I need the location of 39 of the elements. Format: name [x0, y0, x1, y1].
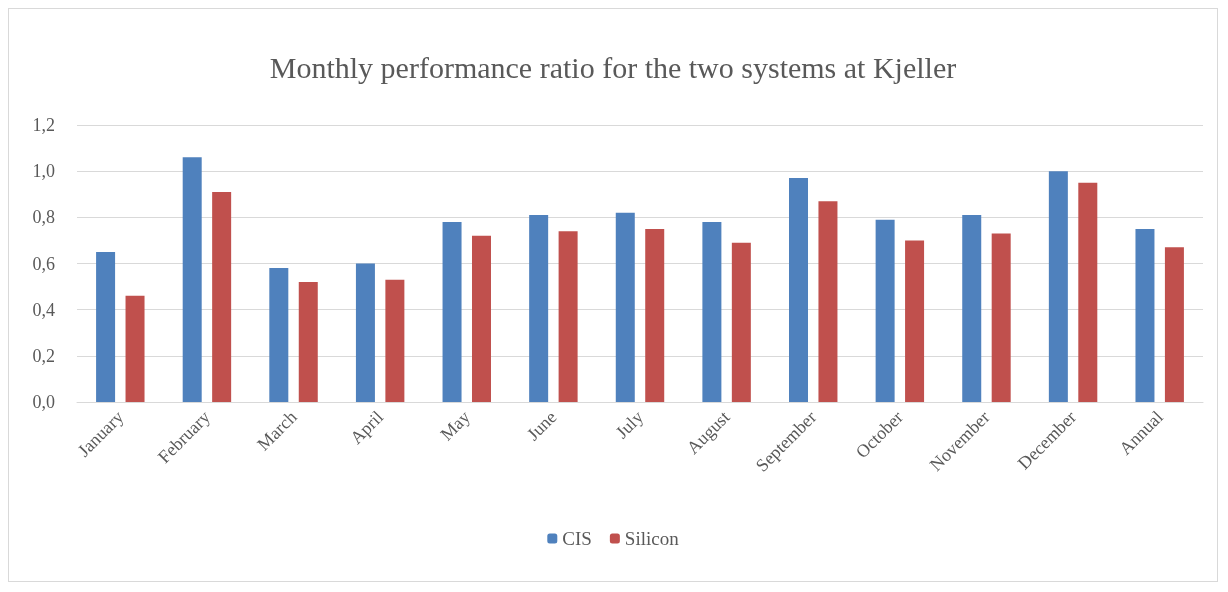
legend-label: Silicon — [624, 528, 680, 549]
x-tick-label: July — [611, 406, 648, 443]
y-tick-label: 0,6 — [32, 253, 55, 274]
bar — [731, 242, 751, 402]
bar — [385, 279, 405, 402]
y-tick-label: 1,0 — [32, 161, 55, 182]
x-tick-label: May — [436, 406, 474, 445]
bar — [125, 295, 145, 402]
bar — [1135, 228, 1155, 402]
bar — [269, 268, 289, 402]
chart-title: Monthly performance ratio for the two systems at Kjeller — [269, 50, 957, 84]
bar — [875, 219, 895, 402]
bar — [182, 157, 202, 402]
bar — [355, 263, 375, 402]
x-tick-label: June — [523, 406, 561, 445]
bar — [298, 281, 318, 402]
bar — [962, 215, 982, 402]
bar — [645, 228, 665, 402]
bar — [991, 233, 1011, 402]
y-tick-label: 1,2 — [32, 115, 55, 135]
bar — [1048, 171, 1068, 402]
bar — [1164, 247, 1184, 402]
bar — [212, 191, 232, 402]
bar — [702, 221, 722, 402]
y-tick-label: 0,8 — [32, 207, 55, 228]
y-tick-label: 0,2 — [32, 345, 55, 366]
bar — [1078, 182, 1098, 402]
bar — [615, 212, 635, 402]
bar — [905, 240, 925, 402]
bar — [789, 178, 809, 402]
bar — [471, 235, 491, 402]
bar — [96, 251, 116, 402]
bar — [529, 215, 549, 402]
y-tick-label: 0,4 — [32, 299, 55, 320]
y-tick-label: 0,0 — [32, 392, 55, 412]
bar — [442, 221, 462, 402]
bar — [818, 201, 838, 402]
bar — [558, 231, 578, 402]
legend-label: CIS — [562, 528, 592, 549]
